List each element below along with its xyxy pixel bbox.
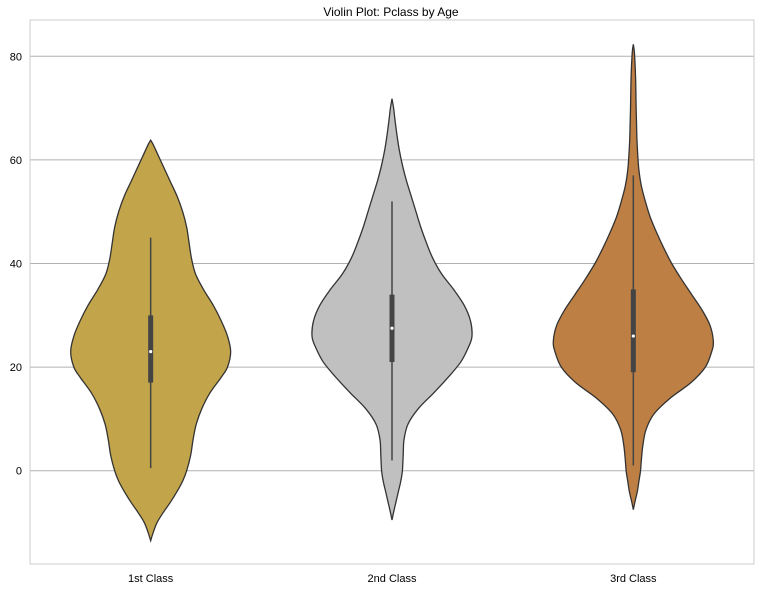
y-tick-label-20: 20 bbox=[10, 362, 22, 374]
violin-2 bbox=[311, 98, 473, 521]
x-tick-label-2: 2nd Class bbox=[368, 573, 417, 585]
y-tick-label-80: 80 bbox=[10, 51, 22, 63]
violin-layer bbox=[70, 44, 715, 543]
y-tick-label-40: 40 bbox=[10, 259, 22, 271]
axis-layer: 0 20 40 60 80 1st Class 2nd Class 3rd Class bbox=[10, 51, 657, 585]
chart-title: Violin Plot: Pclass by Age bbox=[323, 5, 459, 19]
plot-frame bbox=[29, 19, 755, 565]
violin-median-3 bbox=[631, 334, 635, 338]
violin-3 bbox=[552, 44, 715, 510]
violin-median-1 bbox=[149, 349, 153, 354]
violin-1 bbox=[70, 138, 232, 543]
y-tick-label-0: 0 bbox=[16, 466, 22, 478]
violin-median-2 bbox=[390, 326, 394, 330]
x-tick-label-3: 3rd Class bbox=[610, 573, 657, 585]
x-tick-label-1: 1st Class bbox=[128, 573, 174, 585]
y-tick-label-60: 60 bbox=[10, 155, 22, 167]
